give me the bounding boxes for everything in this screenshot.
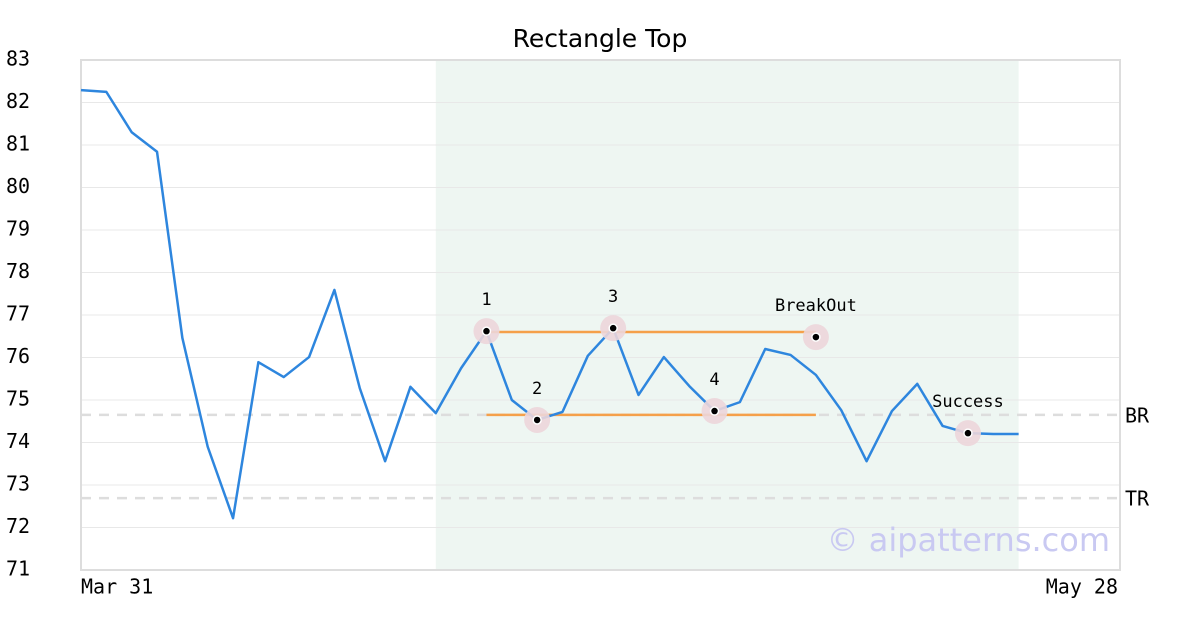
- marker-label: BreakOut: [775, 296, 857, 316]
- marker-dot: [963, 428, 973, 438]
- marker-label: 1: [481, 290, 491, 310]
- marker-dot: [709, 406, 720, 416]
- x-tick-label: Mar 31: [81, 575, 153, 599]
- marker-label: 4: [709, 370, 719, 390]
- y-tick-label: 72: [6, 514, 30, 538]
- marker-dot: [608, 323, 618, 333]
- chart-title: Rectangle Top: [513, 24, 688, 53]
- level-label: TR: [1125, 487, 1150, 511]
- marker-dot: [532, 415, 542, 425]
- y-tick-label: 71: [6, 557, 30, 581]
- y-tick-label: 83: [6, 47, 30, 71]
- marker-label: 2: [532, 379, 542, 399]
- y-tick-label: 75: [6, 387, 30, 411]
- marker-dot: [481, 326, 492, 336]
- watermark: © aipatterns.com: [827, 521, 1110, 559]
- marker-label: 3: [608, 287, 618, 307]
- y-tick-label: 79: [6, 217, 30, 241]
- y-tick-label: 81: [6, 132, 30, 156]
- marker-label: Success: [932, 392, 1004, 412]
- level-label: BR: [1125, 403, 1150, 427]
- x-tick-label: May 28: [1046, 575, 1118, 599]
- y-tick-label: 78: [6, 259, 30, 283]
- y-tick-label: 80: [6, 174, 30, 198]
- y-tick-label: 74: [6, 429, 30, 453]
- y-tick-label: 73: [6, 472, 30, 496]
- y-tick-label: 82: [6, 89, 30, 113]
- y-tick-label: 77: [6, 302, 30, 326]
- plot-frame: [80, 59, 1121, 571]
- marker-dot: [811, 332, 821, 342]
- price-line: [80, 88, 1019, 520]
- y-tick-label: 76: [6, 344, 30, 368]
